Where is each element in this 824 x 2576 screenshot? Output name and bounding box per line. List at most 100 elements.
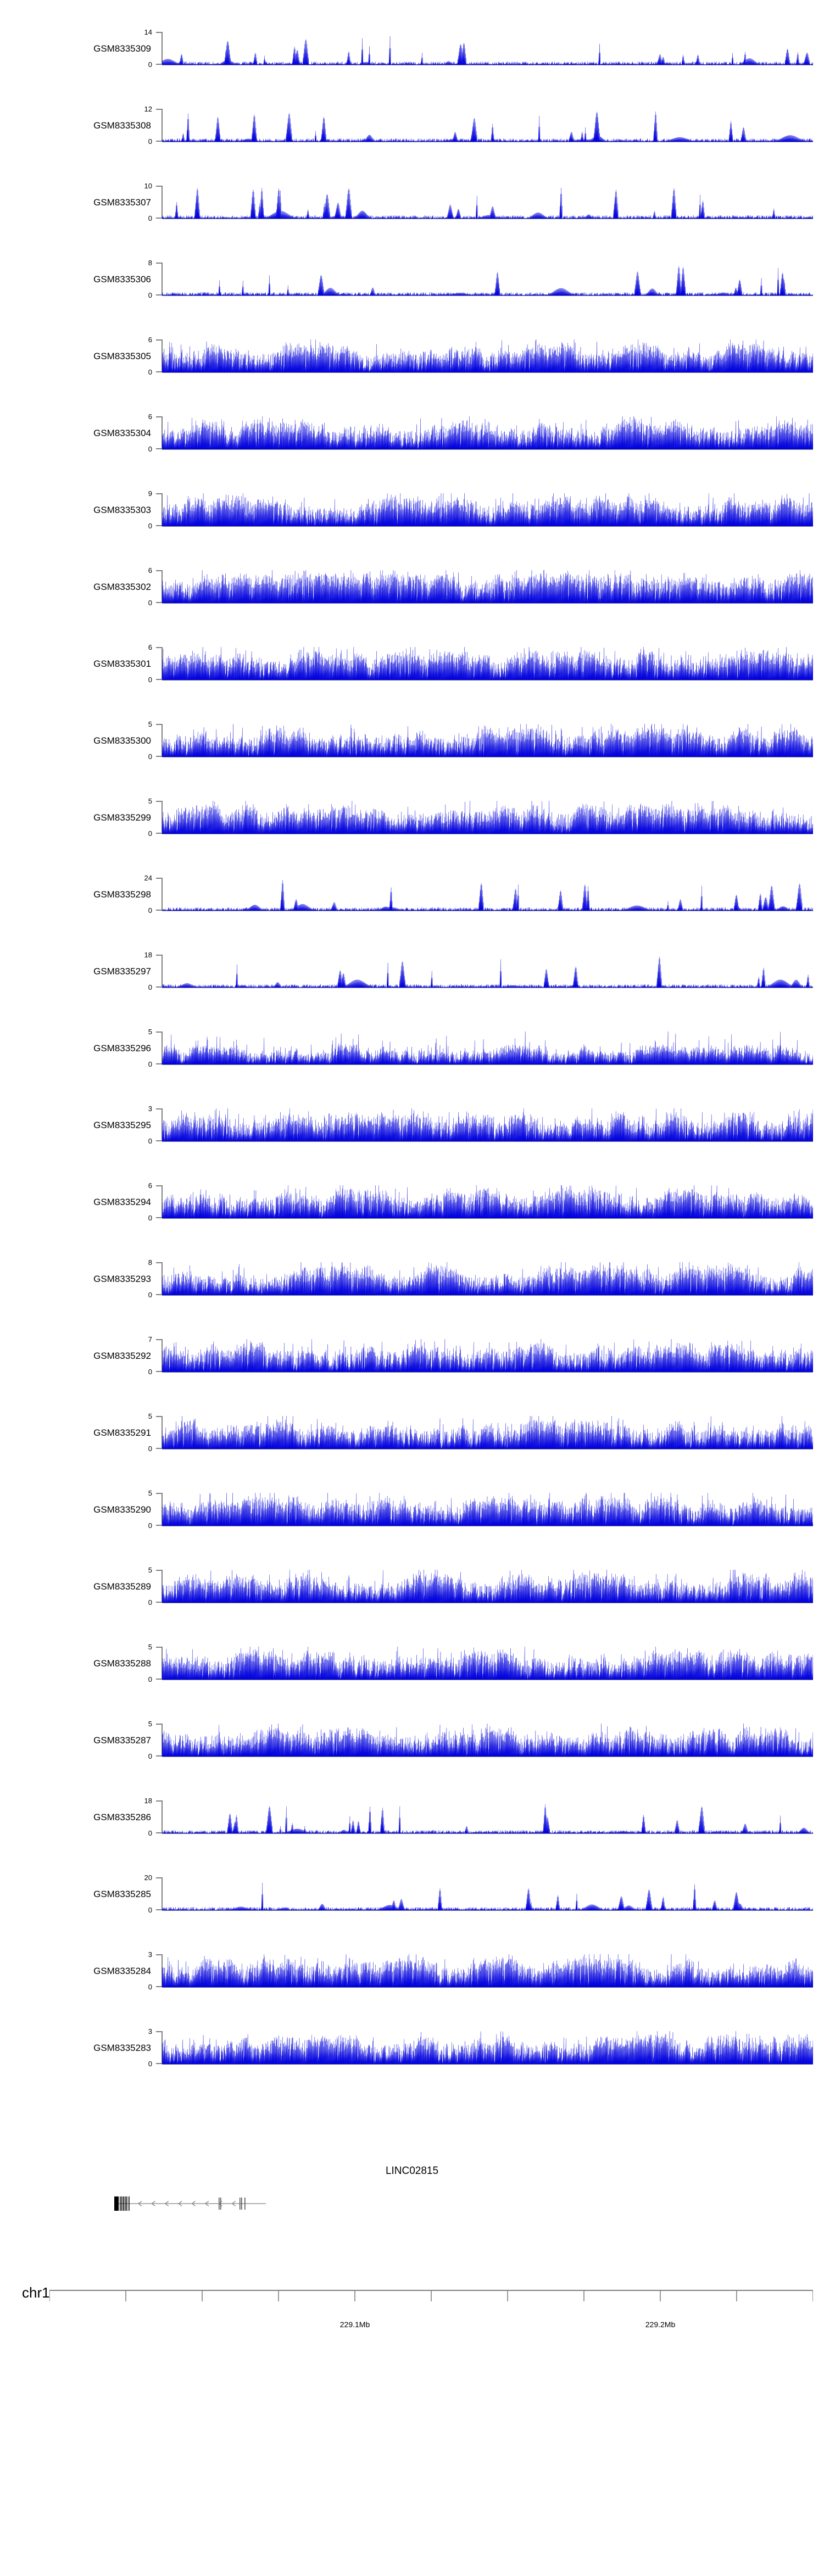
y-axis-tick-min [156,1602,162,1603]
y-axis-tick-max [156,186,162,187]
coverage-plot[interactable] [162,1877,813,1910]
y-axis-max-label: 5 [148,720,152,728]
coverage-plot[interactable] [162,1339,813,1372]
y-axis-min-label: 0 [148,1752,152,1760]
track-sample-label: GSM8335305 [93,351,151,361]
coverage-plot[interactable] [162,955,813,988]
coverage-plot[interactable] [162,801,813,834]
coverage-track: GSM8335307 10 0 [0,182,824,222]
coverage-plot[interactable] [162,263,813,295]
y-axis-tick-min [156,525,162,526]
y-axis-tick-max [156,1570,162,1571]
y-axis-min-label: 0 [148,60,152,69]
y-axis-max-label: 7 [148,1335,152,1343]
coverage-plot[interactable] [162,186,813,219]
coverage-plot[interactable] [162,339,813,372]
y-axis-max-label: 3 [148,1950,152,1959]
track-baseline [162,1372,813,1373]
track-baseline [162,1833,813,1834]
y-axis-max-label: 6 [148,336,152,344]
genome-axis-tick-label: 229.1Mb [339,2320,370,2329]
coverage-plot[interactable] [162,724,813,757]
coverage-plot[interactable] [162,1647,813,1680]
coverage-track: GSM8335291 5 0 [0,1412,824,1452]
y-axis-min-label: 0 [148,214,152,222]
coverage-track: GSM8335290 5 0 [0,1490,824,1529]
y-axis-tick-max [156,32,162,33]
coverage-plot[interactable] [162,1954,813,1987]
track-sample-label: GSM8335294 [93,1197,151,1207]
y-axis-tick-min [156,1140,162,1141]
coverage-plot[interactable] [162,878,813,911]
track-y-axis: 20 0 [144,1874,163,1914]
track-y-axis: 10 0 [144,182,163,222]
coverage-area [162,1804,813,1833]
y-axis-max-label: 18 [144,1797,152,1805]
y-axis-min-label: 0 [148,752,152,761]
coverage-area [162,880,813,911]
y-axis-min-label: 0 [148,2060,152,2068]
y-axis-line [162,878,163,911]
y-axis-max-label: 18 [144,951,152,959]
y-axis-tick-min [156,294,162,295]
genome-axis-ruler[interactable] [49,2289,813,2314]
y-axis-line [162,109,163,142]
y-axis-min-label: 0 [148,1291,152,1299]
coverage-plot[interactable] [162,1108,813,1141]
y-axis-tick-max [156,1185,162,1186]
coverage-plot[interactable] [162,1262,813,1295]
track-baseline [162,449,813,450]
track-baseline [162,526,813,527]
gene-model[interactable] [110,2194,269,2213]
coverage-plot[interactable] [162,493,813,526]
coverage-area [162,1954,813,1987]
coverage-plot[interactable] [162,570,813,603]
y-axis-tick-max [156,647,162,648]
track-sample-label: GSM8335309 [93,43,151,54]
track-sample-label: GSM8335288 [93,1658,151,1669]
y-axis-max-label: 5 [148,1412,152,1420]
y-axis-tick-max [156,1339,162,1340]
coverage-plot[interactable] [162,1800,813,1833]
coverage-plot[interactable] [162,416,813,449]
coverage-area [162,416,813,449]
coverage-plot[interactable] [162,1570,813,1603]
y-axis-tick-max [156,1031,162,1033]
coverage-plot[interactable] [162,1185,813,1218]
coverage-plot[interactable] [162,1493,813,1526]
y-axis-tick-max [156,724,162,725]
track-sample-label: GSM8335306 [93,274,151,285]
coverage-area [162,647,813,680]
coverage-plot[interactable] [162,32,813,65]
coverage-track: GSM8335287 5 0 [0,1720,824,1760]
y-axis-tick-max [156,416,162,417]
coverage-area [162,1031,813,1064]
y-axis-tick-max [156,2031,162,2032]
y-axis-line [162,724,163,757]
coverage-plot[interactable] [162,1724,813,1757]
coverage-plot[interactable] [162,1031,813,1064]
track-baseline [162,1141,813,1142]
genome-axis-tick-label: 229.2Mb [645,2320,676,2329]
y-axis-max-label: 6 [148,1181,152,1190]
coverage-plot[interactable] [162,1416,813,1449]
y-axis-tick-min [156,2063,162,2064]
coverage-plot[interactable] [162,109,813,142]
y-axis-tick-min [156,141,162,142]
y-axis-tick-min [156,1679,162,1680]
y-axis-line [162,263,163,295]
track-sample-label: GSM8335302 [93,582,151,592]
y-axis-max-label: 3 [148,1105,152,1113]
y-axis-min-label: 0 [148,1060,152,1068]
coverage-plot[interactable] [162,647,813,680]
y-axis-max-label: 5 [148,1566,152,1574]
y-axis-min-label: 0 [148,137,152,146]
coverage-plot[interactable] [162,2031,813,2064]
y-axis-tick-max [156,801,162,802]
y-axis-max-label: 24 [144,874,152,882]
